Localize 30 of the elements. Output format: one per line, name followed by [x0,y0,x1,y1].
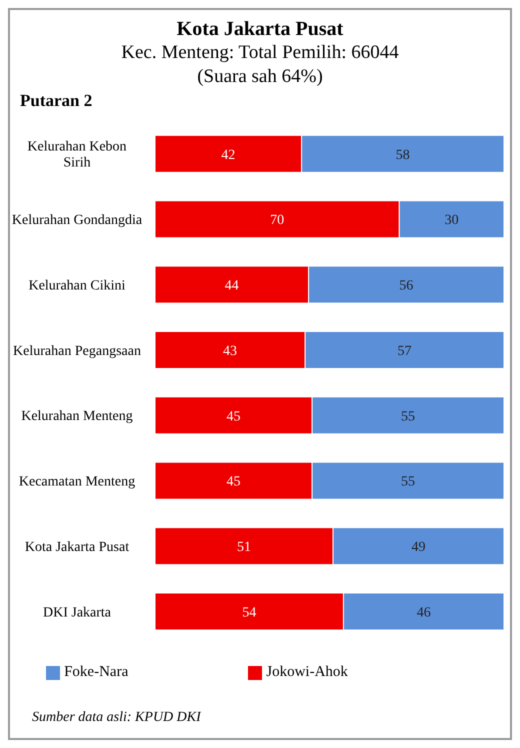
data-label: 30 [444,213,459,228]
y-tick-label: Kelurahan Kebon Sirih [27,140,127,171]
y-tick-label: DKI Jakarta [42,605,112,620]
data-label: 49 [411,540,426,556]
text: Sumber data asli: KPUD DKI [32,710,201,726]
data-label: 58 [396,148,410,163]
y-tick-label: Kelurahan Pegangsaan [13,344,141,359]
y-tick-label: Kota Jakarta Pusat [24,540,130,555]
text: Putaran 2 [20,91,94,111]
data-label: 57 [398,344,412,359]
data-label: 54 [242,605,256,620]
data-label: 55 [401,474,416,490]
y-tick-label: Kelurahan Menteng [21,409,133,424]
data-label: 51 [236,540,251,556]
y-tick-label: Kecamatan Menteng [18,474,136,490]
data-label: 56 [399,278,414,294]
data-label: 70 [270,213,284,228]
legend-label: Foke-Nara [64,664,128,680]
data-label: 46 [416,605,431,620]
legend-label: Jokowi-Ahok [266,664,348,680]
data-label: 43 [223,344,238,359]
data-label: 45 [226,409,241,424]
data-label: 55 [401,409,416,424]
y-tick-label: Kelurahan Gondangdia [12,213,143,228]
data-label: 44 [224,278,239,294]
chart-subtitle: Kec. Menteng: Total Pemilih: 66044 (Suara sah 64%) [120,41,400,89]
data-label: 42 [221,148,236,163]
y-tick-label: Kelurahan Cikini [28,278,126,294]
chart-title: Kota Jakarta Pusat [176,18,344,41]
data-label: 45 [226,474,241,490]
